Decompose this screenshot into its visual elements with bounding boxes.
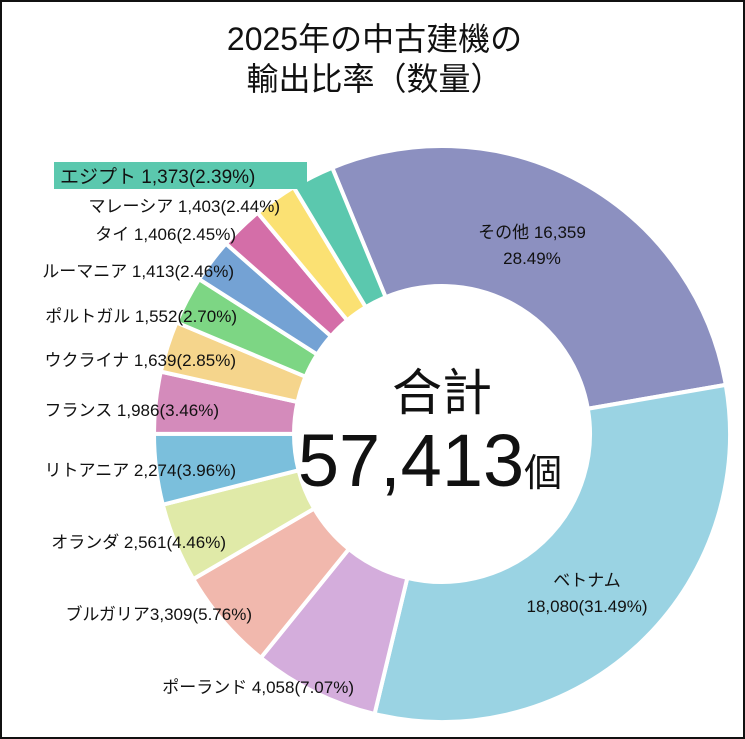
- slice-label-6: フランス 1,986(3.46%): [45, 401, 219, 420]
- chart-title-line-1: 2025年の中古建機の: [226, 21, 523, 57]
- center-unit: 個: [524, 453, 562, 495]
- slice-label-4: オランダ 2,561(4.46%): [51, 533, 226, 552]
- slice-label-1: ベトナム: [553, 571, 621, 590]
- slice-label-5: リトアニア 2,274(3.96%): [45, 461, 236, 480]
- slice-label-12: エジプト 1,373(2.39%): [60, 166, 255, 188]
- slice-label-9: ルーマニア 1,413(2.46%): [42, 262, 234, 281]
- center-label: 合計: [392, 365, 492, 421]
- slice-label-7: ウクライナ 1,639(2.85%): [45, 351, 236, 370]
- slice-label-2: ポーランド 4,058(7.07%): [162, 678, 354, 697]
- slice-value-label-1: 18,080(31.49%): [527, 597, 648, 616]
- slice-label-8: ポルトガル 1,552(2.70%): [45, 307, 237, 326]
- highlight-label-box: [54, 162, 307, 189]
- slice-label-0: その他 16,359: [478, 223, 586, 242]
- center-total: 57,413個: [298, 419, 562, 502]
- slice-1: [372, 382, 732, 724]
- slice-label-3: ブルガリア3,309(5.76%): [65, 604, 252, 624]
- slice-label-10: タイ 1,406(2.45%): [95, 225, 236, 244]
- chart-title-line-2: 輸出比率（数量）: [246, 61, 503, 97]
- slice-label-11: マレーシア 1,403(2.44%): [89, 197, 280, 216]
- slice-value-label-0: 28.49%: [503, 249, 561, 268]
- slice-0: [329, 144, 729, 412]
